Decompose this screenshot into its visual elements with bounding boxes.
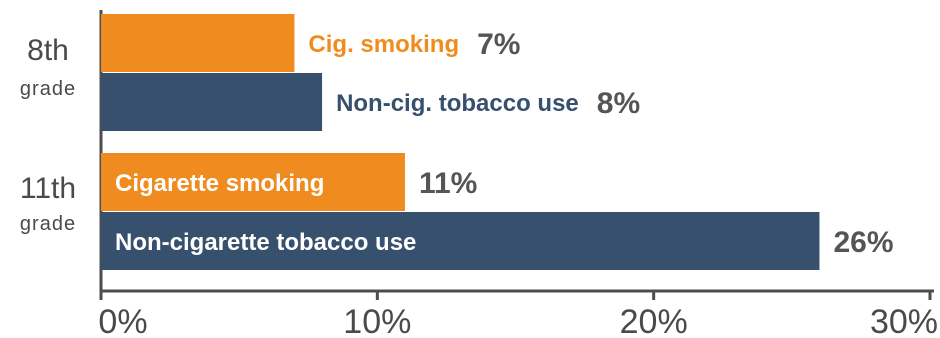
bars <box>101 14 820 270</box>
bar-cigarette <box>101 153 405 211</box>
bar-value-label: 8% <box>597 87 640 120</box>
group-label: 11th <box>20 172 76 205</box>
group-sublabel: grade <box>20 78 76 100</box>
bar-non-cigarette <box>101 212 820 270</box>
group-sublabel: grade <box>20 213 76 235</box>
x-tick-label: 10% <box>343 303 411 338</box>
bar-cigarette <box>101 14 295 72</box>
x-tick-label: 20% <box>620 303 688 338</box>
x-tick-label: 0% <box>98 303 147 338</box>
bar-label: Cigarette smoking <box>115 170 324 197</box>
group-label: 8th <box>27 34 69 67</box>
bar-label: Cig. smoking <box>308 31 459 58</box>
bar-value-label: 7% <box>477 28 520 61</box>
chart-labels: 0% 10% 20% 30% 8th grade 11th grade Cig. smoking… <box>20 28 938 338</box>
bar-value-label: 11% <box>419 167 477 200</box>
bar-non-cigarette <box>101 73 323 131</box>
bar-label: Non-cigarette tobacco use <box>115 229 416 256</box>
x-tick-label: 30% <box>870 303 938 338</box>
bar-label: Non-cig. tobacco use <box>336 90 579 117</box>
bar-value-label: 26% <box>833 226 893 259</box>
